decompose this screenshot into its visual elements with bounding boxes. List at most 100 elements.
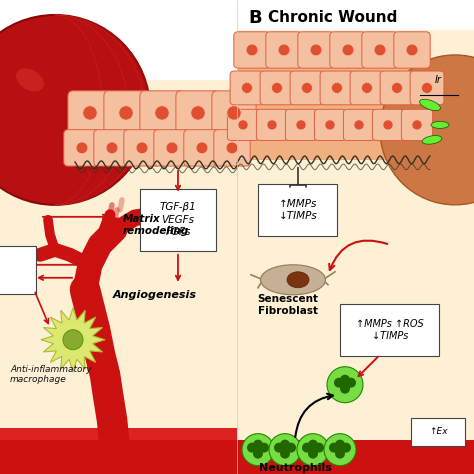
FancyBboxPatch shape [343, 109, 374, 140]
Circle shape [346, 378, 356, 388]
Circle shape [308, 448, 318, 459]
Ellipse shape [419, 99, 440, 110]
FancyBboxPatch shape [401, 109, 433, 140]
Circle shape [267, 120, 277, 130]
Ellipse shape [431, 121, 449, 128]
Text: Anti-inflammatory
macrophage: Anti-inflammatory macrophage [10, 365, 91, 384]
Circle shape [196, 142, 208, 154]
Circle shape [374, 44, 386, 56]
Circle shape [302, 443, 312, 453]
Circle shape [274, 443, 284, 453]
Circle shape [106, 142, 118, 154]
Circle shape [362, 82, 373, 93]
Circle shape [340, 375, 350, 385]
FancyBboxPatch shape [314, 109, 346, 140]
FancyBboxPatch shape [234, 32, 270, 68]
Circle shape [155, 106, 169, 120]
Circle shape [301, 82, 312, 93]
Text: Senescent
Fibroblast: Senescent Fibroblast [257, 293, 319, 316]
Circle shape [280, 440, 290, 450]
FancyBboxPatch shape [340, 304, 439, 356]
Circle shape [296, 120, 306, 130]
FancyBboxPatch shape [184, 130, 220, 166]
Circle shape [280, 448, 290, 459]
Circle shape [310, 44, 322, 56]
Circle shape [286, 443, 296, 453]
FancyBboxPatch shape [104, 91, 148, 135]
Circle shape [329, 443, 339, 453]
Text: Neutrophils: Neutrophils [258, 463, 331, 473]
Circle shape [380, 55, 474, 205]
Text: ↑MMPs ↑ROS
↓TIMPs: ↑MMPs ↑ROS ↓TIMPs [356, 319, 424, 341]
Circle shape [242, 82, 253, 93]
Circle shape [354, 120, 364, 130]
Bar [0, 440, 237, 474]
FancyBboxPatch shape [260, 71, 294, 105]
Circle shape [242, 434, 274, 465]
Bar [237, 0, 474, 30]
FancyBboxPatch shape [140, 91, 184, 135]
Circle shape [272, 82, 283, 93]
Ellipse shape [422, 136, 442, 144]
Bar [0, 0, 237, 474]
FancyBboxPatch shape [256, 109, 288, 140]
Circle shape [119, 106, 133, 120]
Text: Ir: Ir [435, 75, 442, 85]
Circle shape [238, 120, 248, 130]
Circle shape [342, 44, 354, 56]
Circle shape [324, 434, 356, 465]
FancyBboxPatch shape [362, 32, 398, 68]
Circle shape [253, 440, 263, 450]
Ellipse shape [261, 265, 326, 295]
FancyBboxPatch shape [285, 109, 317, 140]
FancyBboxPatch shape [320, 71, 354, 105]
Text: B: B [248, 9, 262, 27]
Ellipse shape [16, 68, 44, 91]
Circle shape [246, 44, 258, 56]
Circle shape [247, 443, 257, 453]
FancyBboxPatch shape [394, 32, 430, 68]
Text: ↑MMPs
↓TIMPs: ↑MMPs ↓TIMPs [279, 199, 318, 221]
FancyBboxPatch shape [330, 32, 366, 68]
Circle shape [308, 440, 318, 450]
Circle shape [340, 383, 350, 394]
Bar [75, 95, 237, 165]
Circle shape [383, 120, 393, 130]
FancyBboxPatch shape [411, 418, 465, 446]
FancyBboxPatch shape [154, 130, 190, 166]
Circle shape [0, 15, 150, 205]
Text: Angiogenesis: Angiogenesis [113, 290, 197, 300]
FancyBboxPatch shape [230, 71, 264, 105]
FancyBboxPatch shape [228, 109, 259, 140]
FancyBboxPatch shape [0, 246, 36, 294]
FancyBboxPatch shape [68, 91, 112, 135]
Circle shape [227, 106, 241, 120]
FancyBboxPatch shape [212, 91, 256, 135]
FancyBboxPatch shape [410, 71, 444, 105]
Circle shape [335, 440, 345, 450]
Circle shape [335, 448, 345, 459]
Circle shape [341, 443, 351, 453]
Circle shape [314, 443, 324, 453]
Circle shape [327, 367, 363, 403]
Circle shape [136, 142, 148, 154]
FancyBboxPatch shape [298, 32, 334, 68]
FancyBboxPatch shape [140, 189, 216, 251]
Circle shape [406, 44, 418, 56]
Text: Matrix
remodeling: Matrix remodeling [123, 214, 189, 236]
Circle shape [83, 106, 97, 120]
Polygon shape [41, 308, 105, 372]
FancyBboxPatch shape [290, 71, 324, 105]
FancyBboxPatch shape [64, 130, 100, 166]
Circle shape [278, 44, 290, 56]
Circle shape [76, 142, 88, 154]
Circle shape [269, 434, 301, 465]
Text: ↑Ex: ↑Ex [428, 427, 447, 436]
FancyBboxPatch shape [258, 184, 337, 236]
Text: TGF-β1
VEGFs
FGFs: TGF-β1 VEGFs FGFs [160, 202, 196, 237]
FancyBboxPatch shape [214, 130, 250, 166]
FancyBboxPatch shape [350, 71, 384, 105]
Bar [0, 428, 237, 440]
Circle shape [226, 142, 238, 154]
Circle shape [334, 378, 344, 388]
